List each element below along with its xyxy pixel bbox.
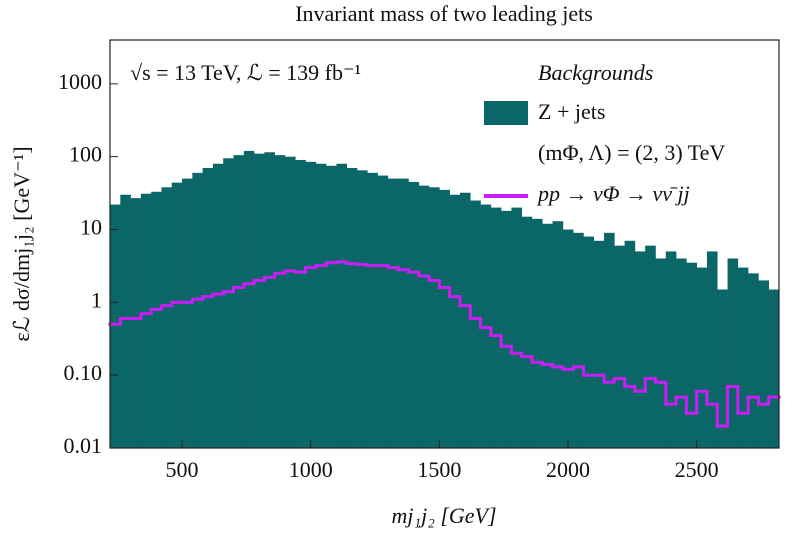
histogram-bar	[542, 223, 553, 448]
histogram-bar	[284, 156, 296, 448]
y-tick-label: 10	[80, 215, 102, 240]
histogram-bar	[223, 158, 234, 448]
x-tick-label: 1500	[417, 457, 461, 482]
histogram-bar	[552, 221, 564, 448]
histogram-bar	[521, 216, 533, 448]
histogram-bar	[140, 193, 152, 448]
histogram-bar	[439, 189, 450, 448]
histogram-bar	[120, 194, 131, 448]
histogram-bar	[665, 251, 677, 448]
legend-swatch	[484, 101, 528, 125]
histogram-bar	[274, 155, 286, 448]
histogram-bar	[346, 167, 358, 449]
x-tick-label: 2000	[546, 457, 590, 482]
histogram-bar	[233, 155, 245, 448]
legend-label: pp → νΦ → νν̄ jj	[536, 181, 690, 206]
histogram-bar	[624, 240, 636, 448]
histogram-bar	[686, 262, 697, 448]
histogram-bar	[748, 273, 759, 448]
histogram-bar	[212, 163, 224, 449]
histogram-bar	[161, 187, 173, 449]
histogram-bar	[470, 200, 481, 448]
histogram-bar	[326, 165, 337, 448]
histogram-bar	[696, 267, 708, 448]
histogram-bar	[398, 178, 409, 448]
histogram-bar	[408, 181, 420, 448]
legend-title: Backgrounds	[538, 60, 653, 85]
histogram-bar	[768, 289, 780, 448]
legend-title: (mΦ, Λ) = (2, 3) TeV	[538, 140, 725, 165]
histogram-bar	[336, 163, 348, 449]
histogram-bar	[264, 152, 275, 449]
histogram-bar	[367, 172, 378, 448]
histogram-bar	[717, 289, 728, 448]
histogram-bar	[418, 185, 430, 448]
histogram-bar	[531, 218, 543, 448]
histogram-bar	[295, 160, 306, 449]
histogram-bar	[192, 172, 203, 448]
histogram-bar	[490, 207, 502, 448]
histogram-bar	[171, 182, 183, 448]
x-axis-label: mj₁j₂ [GeV]	[391, 503, 496, 528]
histogram-bar	[583, 236, 595, 448]
plot-frame	[109, 39, 780, 449]
histogram-bar	[727, 258, 739, 448]
legend-label: Z + jets	[538, 99, 605, 124]
histogram-bar	[202, 167, 214, 449]
histogram-bar	[151, 191, 162, 448]
y-tick-label: 0.01	[64, 433, 103, 458]
y-tick-label: 1	[91, 287, 102, 312]
histogram-bar	[706, 251, 718, 448]
histogram-bar	[676, 258, 687, 448]
y-tick-label: 100	[69, 142, 102, 167]
histogram-bar	[655, 258, 667, 448]
chart-title: Invariant mass of two leading jets	[295, 1, 593, 26]
histogram-bar	[357, 170, 368, 448]
histogram-bar	[449, 194, 461, 448]
histogram-bar	[758, 280, 770, 448]
histogram-bar	[110, 204, 121, 448]
histogram-bar	[305, 161, 317, 448]
x-tick-label: 500	[166, 457, 199, 482]
histogram-bar	[562, 229, 574, 448]
histogram-bar	[377, 175, 389, 448]
histogram-bar	[573, 232, 584, 448]
histogram-bar	[387, 178, 399, 448]
y-axis-label: εℒ dσ/dmj₁j₂ [GeV⁻¹]	[9, 146, 34, 341]
y-tick-label: 0.10	[64, 360, 103, 385]
x-tick-label: 2500	[675, 457, 719, 482]
histogram-bar	[737, 267, 749, 448]
histogram-bar	[429, 187, 440, 449]
histogram-bar	[511, 207, 522, 448]
annotation: √s = 13 TeV, ℒ = 139 fb⁻¹	[130, 60, 361, 85]
histogram-bar	[130, 198, 142, 448]
histogram-bar	[645, 245, 656, 448]
histogram-bar	[501, 210, 512, 448]
histogram-bar	[182, 178, 193, 448]
y-tick-label: 1000	[58, 69, 102, 94]
histogram-bar	[315, 163, 327, 449]
histogram-bar	[254, 153, 265, 449]
histogram-bar	[634, 251, 646, 448]
histogram-bar	[604, 232, 615, 448]
histogram-bar	[614, 245, 625, 448]
x-tick-label: 1000	[289, 457, 333, 482]
histogram-bar	[243, 150, 255, 448]
histogram-bar	[459, 192, 471, 448]
histogram-bar	[593, 240, 605, 448]
